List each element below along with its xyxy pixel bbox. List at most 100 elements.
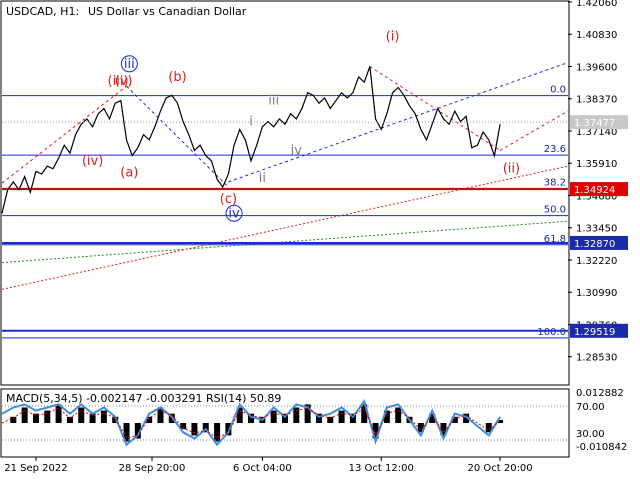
wave-label-5: (a) xyxy=(120,166,138,181)
y-tick-label-3: 1.38370 xyxy=(576,95,617,106)
macd-bar-27 xyxy=(304,404,311,423)
key-level-tag-2-bg xyxy=(570,323,628,338)
macd-bar-13 xyxy=(146,416,153,423)
price-axis: 1.42060 1.40830 1.39600 1.38370 1.37140 1.359… xyxy=(568,0,617,364)
macd-bar-38 xyxy=(429,413,436,423)
macd-bar-11 xyxy=(123,423,130,442)
trend-line-5 xyxy=(369,66,501,151)
wave-label-8: i xyxy=(249,114,253,129)
x-tick-label-3: 13 Oct 12:00 xyxy=(349,463,414,474)
wave-label-7: iv xyxy=(228,206,240,221)
macd-bar-10 xyxy=(112,416,119,423)
x-tick-label-1: 28 Sep 20:00 xyxy=(119,463,186,474)
current-price-tag-bg xyxy=(570,115,628,130)
macd-bar-18 xyxy=(202,423,209,433)
y-tick-label-6: 1.34680 xyxy=(576,191,617,202)
key-level-tag-0-text: 1.34924 xyxy=(574,185,615,196)
indicator-header: MACD(5,34,5) -0.002147 -0.003291 RSI(14)… xyxy=(6,392,281,405)
macd-bar-37 xyxy=(417,423,424,433)
wave-label-1: (v) xyxy=(115,74,133,89)
macd-bar-25 xyxy=(282,413,288,423)
chart-symbol: USDCAD, H1: xyxy=(6,5,79,18)
indicator-tick-3: -0.010842 xyxy=(576,442,627,453)
macd-bar-19 xyxy=(214,423,221,442)
wave-label-11: iv xyxy=(291,143,303,158)
wave-label-12: (i) xyxy=(386,29,400,44)
macd-bar-6 xyxy=(66,416,73,423)
macd-bar-41 xyxy=(463,413,470,423)
key-level-tag-2-text: 1.29519 xyxy=(574,327,615,338)
trend-line-1 xyxy=(1,165,569,290)
y-tick-label-11: 1.28530 xyxy=(576,353,617,364)
macd-bar-32 xyxy=(361,404,368,423)
y-tick-label-0: 1.42060 xyxy=(576,0,617,9)
wave-label-2: iii xyxy=(124,57,135,72)
fib-label-2: 38.2 xyxy=(544,177,566,188)
macd-bar-39 xyxy=(440,423,447,436)
indicator-tick-2: 30.00 xyxy=(576,429,605,440)
fib-label-5: 100.0 xyxy=(537,327,566,338)
macd-bar-28 xyxy=(315,413,322,423)
current-price-tag-text: 1.37477 xyxy=(574,118,615,129)
macd-bar-7 xyxy=(78,407,85,423)
wave-label-9: ii xyxy=(259,171,266,186)
wave-label-3: (b) xyxy=(168,70,186,85)
y-tick-label-7: 1.33450 xyxy=(576,224,617,235)
y-tick-label-4: 1.37140 xyxy=(576,127,617,138)
wave-circle-2 xyxy=(120,55,138,73)
x-tick-label-4: 20 Oct 20:00 xyxy=(467,463,532,474)
macd-bar-3 xyxy=(32,413,39,423)
key-level-tag-1-bg xyxy=(570,235,628,250)
wave-label-10: iii xyxy=(268,94,279,109)
macd-bar-34 xyxy=(383,410,390,423)
wave-labels: (iii)(v)iii(b)(iv)(a)(c)iviiiiiiiv(i)(ii… xyxy=(82,29,520,222)
chart-description: US Dollar vs Canadian Dollar xyxy=(88,5,247,18)
price-line xyxy=(1,66,501,214)
y-tick-label-2: 1.39600 xyxy=(576,62,617,73)
y-tick-label-9: 1.30990 xyxy=(576,288,617,299)
key-level-tag-0-bg xyxy=(570,182,628,197)
x-tick-label-0: 21 Sep 2022 xyxy=(4,463,67,474)
fib-label-1: 23.6 xyxy=(544,144,566,155)
wave-label-4: (iv) xyxy=(82,154,103,169)
macd-bar-30 xyxy=(338,410,345,423)
macd-bar-8 xyxy=(89,413,96,423)
indicator-tick-1: 70.00 xyxy=(576,402,605,413)
wave-circle-7 xyxy=(225,204,243,222)
macd-signal-line xyxy=(1,407,501,439)
macd-bar-22 xyxy=(248,413,255,423)
macd-bar-24 xyxy=(270,410,277,423)
x-tick-label-2: 6 Oct 04:00 xyxy=(233,463,292,474)
macd-bar-33 xyxy=(372,423,379,439)
time-axis: 21 Sep 2022 28 Sep 20:00 6 Oct 04:00 13 Oct… xyxy=(4,457,533,474)
indicator-tick-0: 0.012882 xyxy=(576,388,624,399)
y-tick-label-5: 1.35910 xyxy=(576,159,617,170)
macd-bar-14 xyxy=(157,407,164,423)
macd-bar-40 xyxy=(451,416,458,423)
macd-bar-29 xyxy=(327,416,334,423)
key-levels xyxy=(2,188,568,332)
macd-bar-21 xyxy=(236,407,243,423)
indicator-pane-frame xyxy=(0,388,570,458)
macd-bar-17 xyxy=(191,423,198,436)
macd-bar-35 xyxy=(395,407,402,423)
macd-bar-43 xyxy=(485,423,492,433)
wave-label-0: (iii) xyxy=(108,74,129,89)
wave-label-13: (ii) xyxy=(503,162,520,177)
price-series xyxy=(1,66,568,214)
macd-bar-16 xyxy=(180,423,187,430)
macd-bar-31 xyxy=(349,413,356,423)
macd-bar-4 xyxy=(44,410,51,423)
macd-bar-20 xyxy=(225,423,232,436)
wave-label-6: (c) xyxy=(220,192,237,207)
fib-label-4: 61.8 xyxy=(544,234,566,245)
macd-bar-12 xyxy=(134,423,141,439)
macd-bar-26 xyxy=(293,407,300,423)
trend-line-3 xyxy=(1,85,127,184)
trend-lines xyxy=(1,62,569,290)
fib-label-0: 0.0 xyxy=(550,85,566,96)
trend-line-6 xyxy=(499,110,569,151)
macd-rsi-indicator: 0.012882 70.00 30.00 -0.010842 xyxy=(1,388,627,453)
